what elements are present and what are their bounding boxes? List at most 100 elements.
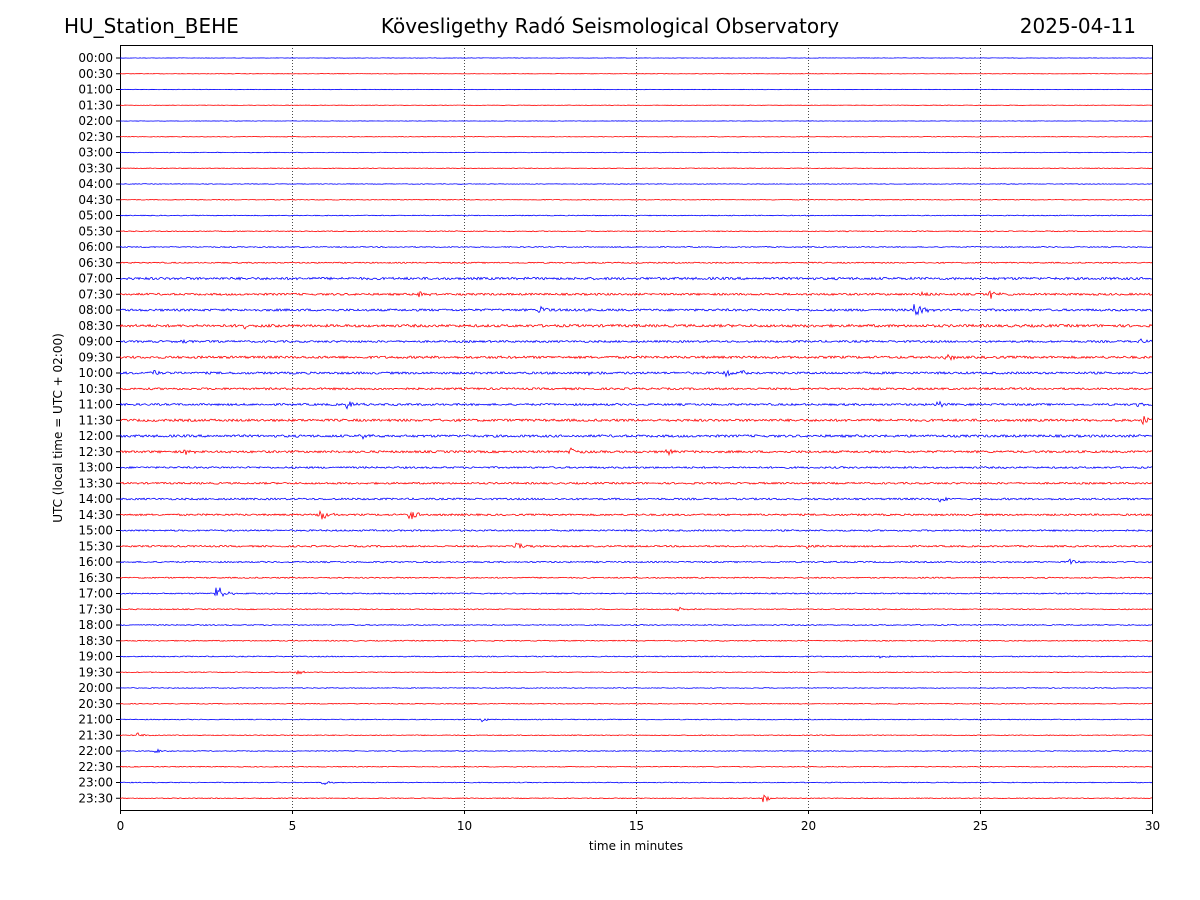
observatory-title: Kövesligethy Radó Seismological Observat… <box>380 14 840 38</box>
y-tick-label-2000: 20:00 <box>78 681 113 695</box>
trace-0630 <box>119 261 1153 264</box>
x-axis-ticks: 0 5 10 15 20 25 30 <box>117 810 1160 833</box>
trace-1730 <box>119 606 1153 612</box>
y-tick-label-2300: 23:00 <box>78 776 113 790</box>
trace-1430 <box>119 509 1153 520</box>
trace-0530 <box>119 230 1153 233</box>
y-tick-label-1930: 19:30 <box>78 665 113 679</box>
trace-1800 <box>119 623 1153 627</box>
x-axis-label: time in minutes <box>589 839 683 853</box>
y-tick-label-0530: 05:30 <box>78 224 113 238</box>
trace-1600 <box>119 558 1153 565</box>
y-tick-label-1400: 14:00 <box>78 492 113 506</box>
y-tick-label-0130: 01:30 <box>78 98 113 112</box>
x-tick-label-20: 20 <box>801 819 816 833</box>
x-tick-label-5: 5 <box>289 819 297 833</box>
y-tick-label-0030: 00:30 <box>78 67 113 81</box>
y-tick-label-0330: 03:30 <box>78 161 113 175</box>
trace-1300 <box>119 465 1153 470</box>
y-tick-label-1600: 16:00 <box>78 555 113 569</box>
y-tick-label-0700: 07:00 <box>78 272 113 286</box>
plot-frame <box>120 45 1153 811</box>
trace-1400 <box>119 496 1153 503</box>
y-tick-label-1300: 13:00 <box>78 461 113 475</box>
trace-2230 <box>119 765 1153 768</box>
y-tick-label-1100: 11:00 <box>78 398 113 412</box>
y-tick-label-0600: 06:00 <box>78 240 113 254</box>
y-tick-label-0800: 08:00 <box>78 303 113 317</box>
trace-0730 <box>119 290 1153 299</box>
y-tick-label-0730: 07:30 <box>78 287 113 301</box>
y-tick-label-1900: 19:00 <box>78 650 113 664</box>
trace-0930 <box>119 353 1153 361</box>
y-tick-label-0200: 02:00 <box>78 114 113 128</box>
y-tick-label-2330: 23:30 <box>78 791 113 805</box>
trace-0700 <box>119 276 1153 281</box>
y-tick-label-1630: 16:30 <box>78 571 113 585</box>
y-tick-label-1800: 18:00 <box>78 618 113 632</box>
trace-0500 <box>119 214 1153 217</box>
trace-2100 <box>119 718 1153 723</box>
y-tick-label-1130: 11:30 <box>78 413 113 427</box>
trace-1330 <box>119 481 1153 485</box>
y-tick-label-1330: 13:30 <box>78 476 113 490</box>
trace-0330 <box>119 167 1153 170</box>
trace-0230 <box>119 136 1153 138</box>
trace-1100 <box>119 400 1153 410</box>
y-tick-label-1030: 10:30 <box>78 382 113 396</box>
y-tick-label-1530: 15:30 <box>78 539 113 553</box>
trace-1830 <box>119 639 1153 642</box>
trace-2300 <box>119 780 1153 786</box>
trace-2000 <box>119 687 1153 689</box>
record-date: 2025-04-11 <box>1019 14 1136 38</box>
y-tick-label-2230: 22:30 <box>78 760 113 774</box>
trace-0400 <box>119 183 1153 185</box>
y-tick-label-2200: 22:00 <box>78 744 113 758</box>
y-tick-label-0300: 03:00 <box>78 146 113 160</box>
y-tick-label-0830: 08:30 <box>78 319 113 333</box>
x-tick-label-0: 0 <box>117 819 125 833</box>
y-tick-label-0630: 06:30 <box>78 256 113 270</box>
trace-1030 <box>119 386 1153 391</box>
y-axis-label: UTC (local time = UTC + 02:00) <box>51 333 65 523</box>
y-tick-label-1000: 10:00 <box>78 366 113 380</box>
trace-2030 <box>119 702 1153 705</box>
y-tick-label-0900: 09:00 <box>78 335 113 349</box>
x-tick-label-10: 10 <box>457 819 472 833</box>
vertical-grid <box>292 45 981 810</box>
trace-group <box>119 57 1153 803</box>
trace-0430 <box>119 198 1153 201</box>
trace-1900 <box>119 655 1153 659</box>
station-name: HU_Station_BEHE <box>64 14 239 38</box>
y-tick-label-0400: 04:00 <box>78 177 113 191</box>
y-tick-label-1830: 18:30 <box>78 634 113 648</box>
trace-2200 <box>119 748 1153 754</box>
y-tick-label-0430: 04:30 <box>78 193 113 207</box>
trace-1630 <box>119 576 1153 579</box>
y-tick-label-0100: 01:00 <box>78 83 113 97</box>
y-tick-label-1430: 14:30 <box>78 508 113 522</box>
y-tick-label-0000: 00:00 <box>78 51 113 65</box>
x-tick-label-30: 30 <box>1145 819 1160 833</box>
y-tick-label-0500: 05:00 <box>78 209 113 223</box>
y-tick-label-1200: 12:00 <box>78 429 113 443</box>
y-tick-label-2100: 21:00 <box>78 713 113 727</box>
trace-1230 <box>119 447 1153 457</box>
y-tick-label-0230: 02:30 <box>78 130 113 144</box>
trace-1700 <box>119 587 1153 598</box>
x-tick-label-25: 25 <box>973 819 988 833</box>
trace-0900 <box>119 338 1153 344</box>
trace-1930 <box>119 669 1153 675</box>
trace-2130 <box>119 732 1153 737</box>
y-tick-label-2130: 21:30 <box>78 728 113 742</box>
trace-1500 <box>119 529 1153 533</box>
y-tick-label-1500: 15:00 <box>78 524 113 538</box>
trace-1130 <box>119 416 1153 426</box>
trace-0300 <box>119 151 1153 154</box>
y-tick-label-1230: 12:30 <box>78 445 113 459</box>
trace-0800 <box>119 304 1153 316</box>
trace-2330 <box>119 794 1153 803</box>
